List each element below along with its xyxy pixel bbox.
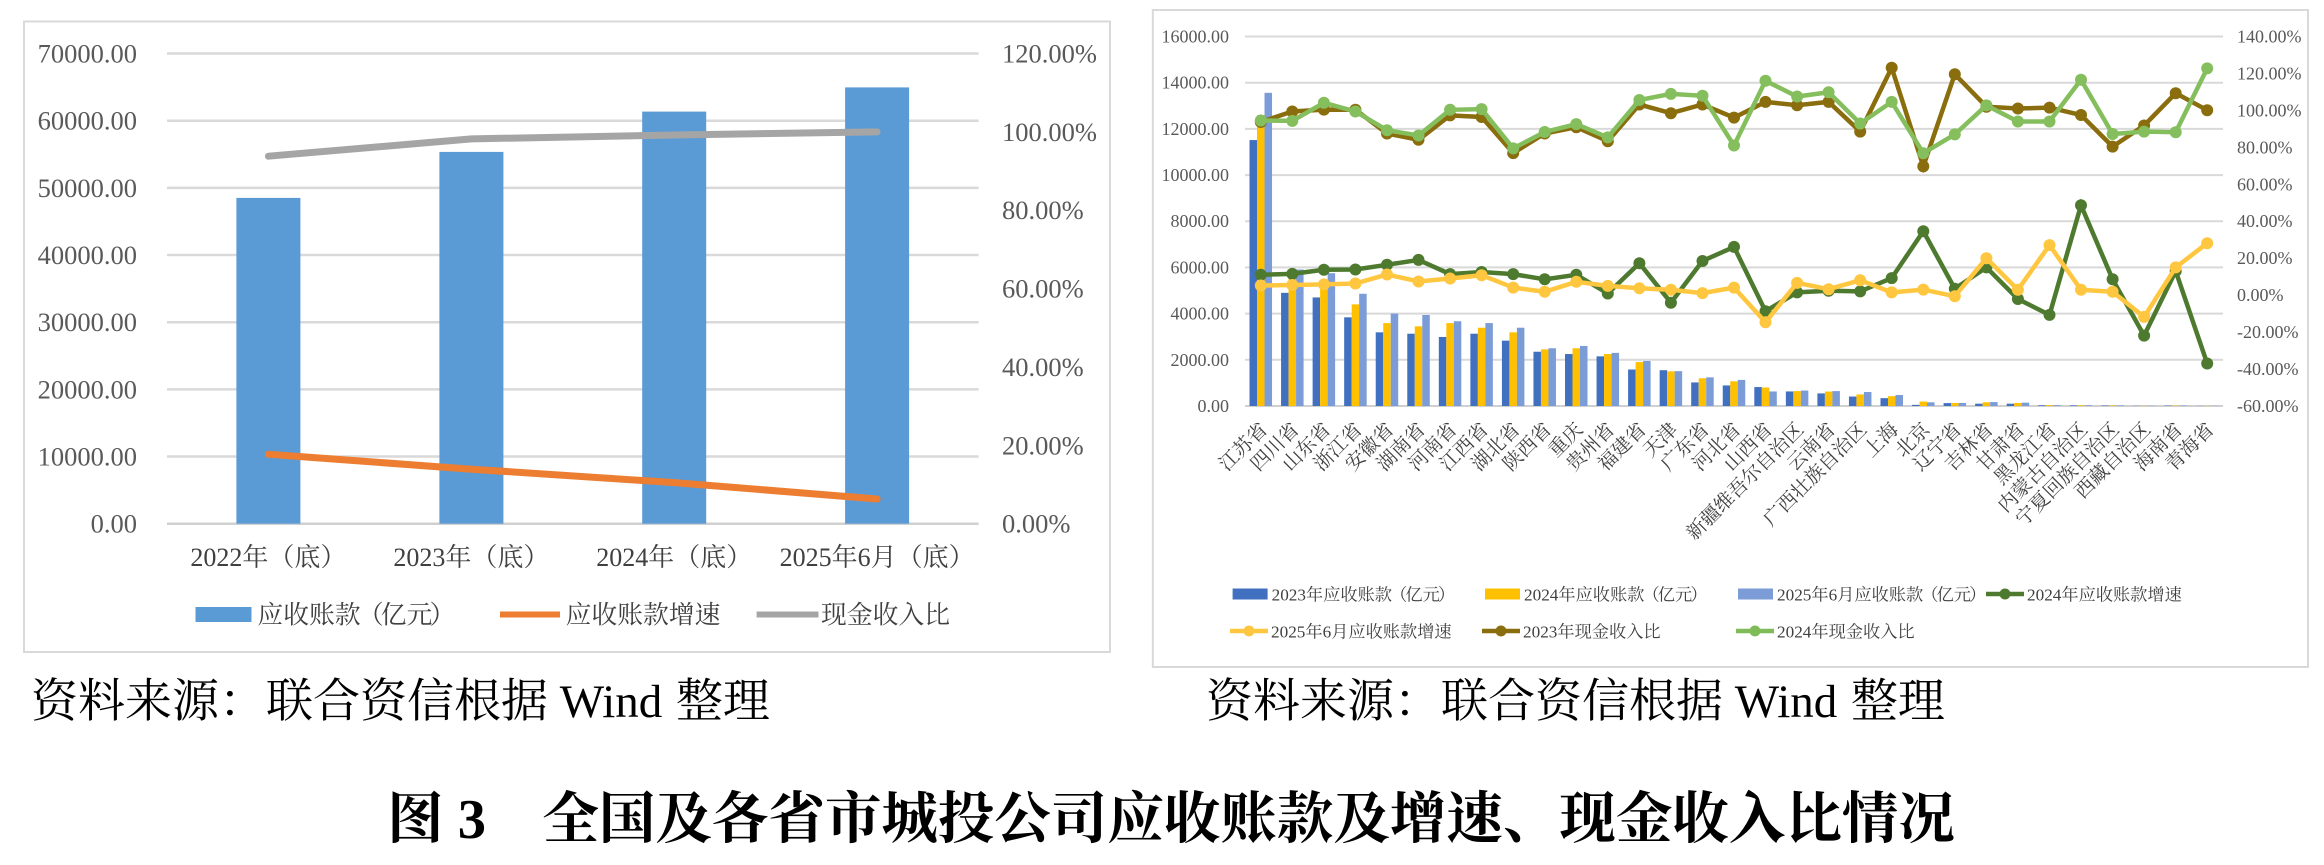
svg-text:2022: 2022	[190, 543, 242, 572]
svg-text:50000.00: 50000.00	[38, 173, 137, 203]
svg-text:60000.00: 60000.00	[38, 106, 137, 136]
svg-text:6000.00: 6000.00	[1171, 257, 1230, 277]
svg-text:2024: 2024	[2027, 586, 2062, 605]
svg-text:2023: 2023	[1523, 623, 1557, 642]
svg-text:2025: 2025	[1777, 586, 1811, 605]
svg-text:0.00: 0.00	[91, 509, 137, 539]
svg-text:120.00%: 120.00%	[2237, 63, 2302, 83]
svg-text:0.00: 0.00	[1198, 396, 1230, 416]
svg-text:2024: 2024	[1777, 623, 1812, 642]
svg-text:80.00%: 80.00%	[2237, 137, 2293, 157]
svg-text:2025: 2025	[1271, 623, 1305, 642]
svg-text:2000.00: 2000.00	[1171, 350, 1230, 370]
svg-text:10000.00: 10000.00	[1162, 165, 1230, 185]
svg-text:100.00%: 100.00%	[1002, 117, 1097, 147]
svg-text:16000.00: 16000.00	[1162, 27, 1230, 47]
svg-text:12000.00: 12000.00	[1162, 119, 1230, 139]
svg-text:2025: 2025	[780, 543, 832, 572]
svg-text:2024: 2024	[596, 543, 648, 572]
svg-text:Wind: Wind	[1723, 676, 1849, 728]
svg-text:20000.00: 20000.00	[38, 374, 137, 404]
svg-text:120.00%: 120.00%	[1002, 39, 1097, 69]
svg-text:2024: 2024	[1524, 586, 1559, 605]
svg-text:-20.00%: -20.00%	[2237, 322, 2299, 342]
svg-text:20.00%: 20.00%	[2237, 248, 2293, 268]
svg-text:70000.00: 70000.00	[38, 39, 137, 69]
svg-text:10000.00: 10000.00	[38, 442, 137, 472]
svg-text:-40.00%: -40.00%	[2237, 359, 2299, 379]
svg-text:4000.00: 4000.00	[1171, 304, 1230, 324]
svg-text:40.00%: 40.00%	[1002, 352, 1084, 382]
svg-text:20.00%: 20.00%	[1002, 430, 1084, 460]
svg-text:80.00%: 80.00%	[1002, 195, 1084, 225]
svg-text:6: 6	[858, 543, 871, 572]
svg-text:0.00%: 0.00%	[1002, 509, 1070, 539]
svg-text:140.00%: 140.00%	[2237, 27, 2302, 47]
svg-text:3: 3	[444, 789, 486, 851]
svg-text:-60.00%: -60.00%	[2237, 396, 2299, 416]
svg-text:0.00%: 0.00%	[2237, 285, 2284, 305]
svg-text:14000.00: 14000.00	[1162, 73, 1230, 93]
svg-text:2023: 2023	[393, 543, 445, 572]
svg-text:100.00%: 100.00%	[2237, 100, 2302, 120]
svg-text:8000.00: 8000.00	[1171, 211, 1230, 231]
svg-text:40000.00: 40000.00	[38, 240, 137, 270]
svg-text:Wind: Wind	[548, 676, 674, 728]
svg-text:60.00%: 60.00%	[2237, 174, 2293, 194]
svg-text:60.00%: 60.00%	[1002, 274, 1084, 304]
svg-text:6: 6	[1829, 586, 1838, 605]
svg-text:40.00%: 40.00%	[2237, 211, 2293, 231]
svg-text:6: 6	[1323, 623, 1332, 642]
svg-text:30000.00: 30000.00	[38, 307, 137, 337]
svg-text:2023: 2023	[1272, 586, 1306, 605]
